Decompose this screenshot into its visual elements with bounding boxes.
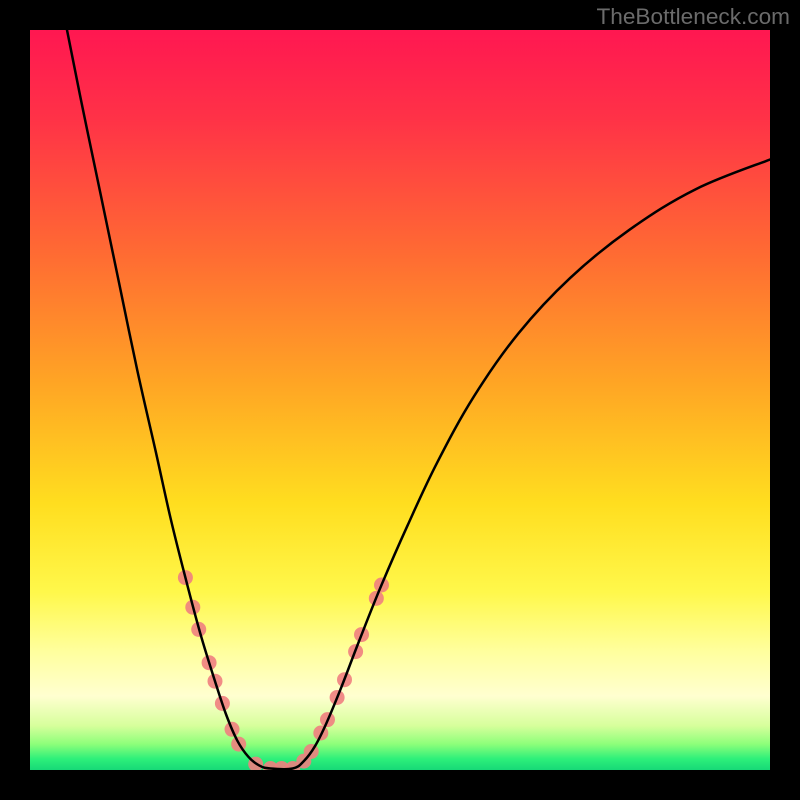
chart-frame: TheBottleneck.com xyxy=(0,0,800,800)
marker-group xyxy=(178,570,389,770)
bottleneck-curve xyxy=(67,30,770,769)
curve-layer xyxy=(30,30,770,770)
watermark-text: TheBottleneck.com xyxy=(596,4,790,30)
plot-area xyxy=(30,30,770,770)
